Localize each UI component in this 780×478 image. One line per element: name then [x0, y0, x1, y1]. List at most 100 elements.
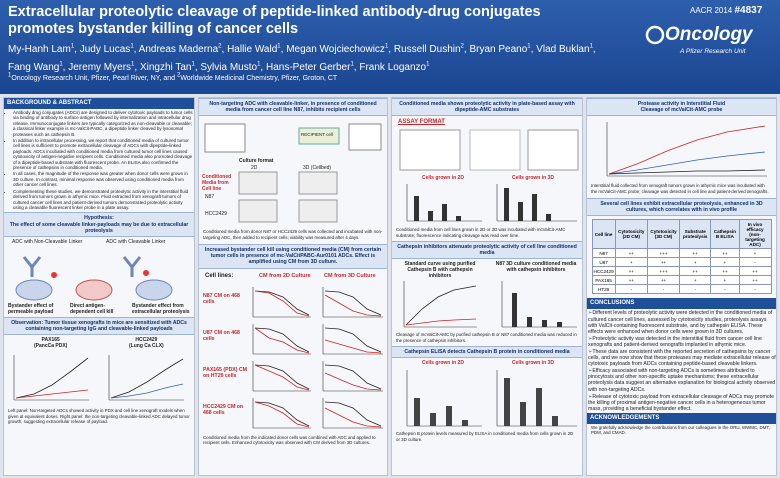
table-cell: +++	[646, 248, 681, 259]
author-affiliation: 1	[130, 44, 134, 50]
bystander-figure: Cell lines: CM from 2D Culture CM from 3…	[199, 269, 387, 434]
figure-label: 3D (Cellbed)	[303, 165, 332, 172]
table-cell: +++	[646, 266, 681, 277]
figure-shape	[405, 319, 477, 326]
author-affiliation: 1	[70, 44, 75, 50]
affiliation-mark: 2	[176, 73, 181, 79]
figure-shape	[645, 25, 665, 45]
heading-line: Protease activity in Interstitial Fluid	[637, 101, 726, 107]
column-title: CM from 2D Culture	[259, 272, 311, 279]
chart-name: HCC2429	[135, 337, 158, 344]
table-cell: ++	[646, 257, 681, 268]
assay-figure: ASSAY FORMAT Cells grown in 2D Cells gro…	[392, 116, 582, 226]
table-cell: +	[679, 275, 712, 286]
author-affiliation: 1	[277, 44, 281, 50]
figure-shape	[254, 290, 310, 316]
table-cell: HCC2429	[591, 266, 616, 277]
row-label: N87 CM on 468 cells	[203, 292, 240, 305]
table-cell: +	[614, 257, 648, 268]
row-label: PAX165 (PDX) CM on HT29 cells	[203, 366, 248, 379]
conclusion-list: Different levels of proteolytic activity…	[587, 310, 776, 412]
figure-shape	[254, 401, 310, 427]
figure-shape	[414, 196, 461, 222]
figure-shape	[348, 123, 382, 151]
figure-shape	[298, 127, 340, 145]
figure-shape	[75, 279, 113, 301]
figure-shape	[557, 322, 562, 328]
figure-shape	[414, 398, 420, 427]
figure-shape	[546, 214, 551, 222]
chart-title: Cells grown in 2D	[422, 360, 464, 367]
table-cell: ++	[738, 275, 772, 286]
figure-shape	[527, 129, 579, 171]
table-cell: ++	[614, 248, 648, 259]
figure-shape	[456, 216, 461, 222]
inhibitor-figure: Standard curve using purified Cathepsin …	[392, 259, 582, 331]
section-heading: Conditioned media shows proteolytic acti…	[392, 98, 582, 117]
author-affiliation: 1	[191, 61, 195, 68]
poster-number: #4837	[734, 5, 763, 16]
observation-heading: Observation: Tumor tissue xenografts in …	[4, 316, 194, 336]
figure-shape	[135, 279, 173, 301]
figure-shape	[504, 378, 510, 427]
caption: Conditioned media from donor N87 or HCC2…	[203, 229, 383, 240]
table-cell: PAX165	[591, 275, 616, 286]
row-label: HCC2429 CM on 468 cells	[203, 403, 244, 416]
figure-shape	[405, 286, 477, 326]
author-affiliation: 2	[218, 44, 222, 50]
figure-shape	[252, 360, 383, 391]
column-title: CM from 3D Culture	[324, 272, 376, 279]
figure-label: Conditioned Media from Cell line	[202, 174, 232, 193]
bullet: In addition to intracellular processing,…	[13, 138, 194, 170]
author: Sylvia Musto1,	[200, 61, 266, 73]
figure-shape	[520, 402, 526, 427]
table-cell: +	[710, 257, 740, 268]
figure-shape	[518, 202, 523, 222]
author-affiliation: 1	[527, 44, 531, 50]
figure-label: Cell lines:	[205, 272, 234, 279]
bullet: Antibody drug conjugates (ADCs) are desi…	[13, 110, 194, 137]
figure-shape	[504, 188, 509, 222]
chart-subtitle: (Lung Ca CLX)	[129, 343, 164, 350]
figure-shape	[606, 122, 767, 177]
author-name: Megan Wojciechowicz	[286, 44, 385, 56]
figure-label: N87	[205, 194, 215, 201]
bullet: Release of cytotoxic payload from extrac…	[588, 394, 776, 412]
figure-shape	[51, 271, 57, 278]
meeting-name: AACR 2014	[690, 6, 733, 15]
table-cell: -	[738, 284, 772, 295]
table-cell: ++	[738, 266, 772, 277]
author: Judy Lucas1,	[79, 44, 139, 56]
chart-title: Cells grown in 3D	[512, 175, 554, 182]
bullet-list: Antibody drug conjugates (ADCs) are desi…	[4, 110, 194, 210]
acknowledgement-text: We gratefully acknowledge the contributi…	[591, 424, 770, 436]
figure-shape	[110, 358, 184, 399]
author: Hallie Wald1,	[227, 44, 287, 56]
chart-subtitle: (PancCa PDX)	[34, 343, 68, 350]
authors: My-Hanh Lam1, Judy Lucas1, Andreas Mader…	[8, 40, 598, 75]
figure-shape	[324, 407, 382, 428]
figure-shape	[527, 317, 532, 328]
header-cell: Cytotoxicity (3D CM)	[646, 219, 681, 250]
figure-shape	[110, 383, 184, 399]
table-cell: HT29	[591, 284, 616, 295]
affiliation: 2Worldwide Medicinal Chemistry, Pfizer, …	[176, 73, 338, 83]
hypothesis-figure: ADC with Non-Cleavable Linker ADC with C…	[4, 237, 194, 317]
figure-shape	[414, 196, 419, 222]
chart-title: Cells grown in 3D	[512, 360, 554, 367]
figure-shape	[298, 171, 338, 195]
author: Andreas Maderna2,	[138, 44, 228, 56]
header: Extracellular proteolytic cleavage of pe…	[0, 0, 780, 94]
elisa-plots	[406, 370, 577, 427]
header-cell: Cytotoxicity (2D CM)	[614, 219, 648, 250]
section-heading: CONCLUSIONS	[587, 298, 776, 310]
table-row: HCC2429 ++ +++ ++ ++ ++	[591, 266, 772, 277]
author-name: My-Hanh Lam	[8, 44, 71, 56]
section-heading: Cathepsin inhibitors attenuate proteolyt…	[392, 241, 582, 260]
author: Hans-Peter Gerber1,	[265, 61, 360, 73]
figure-shape	[254, 290, 310, 315]
affiliation-text: Worldwide Medicinal Chemistry, Pfizer, G…	[180, 75, 338, 83]
figure-shape	[406, 370, 577, 427]
figure-shape	[324, 364, 382, 389]
table-cell: ++	[679, 266, 712, 277]
